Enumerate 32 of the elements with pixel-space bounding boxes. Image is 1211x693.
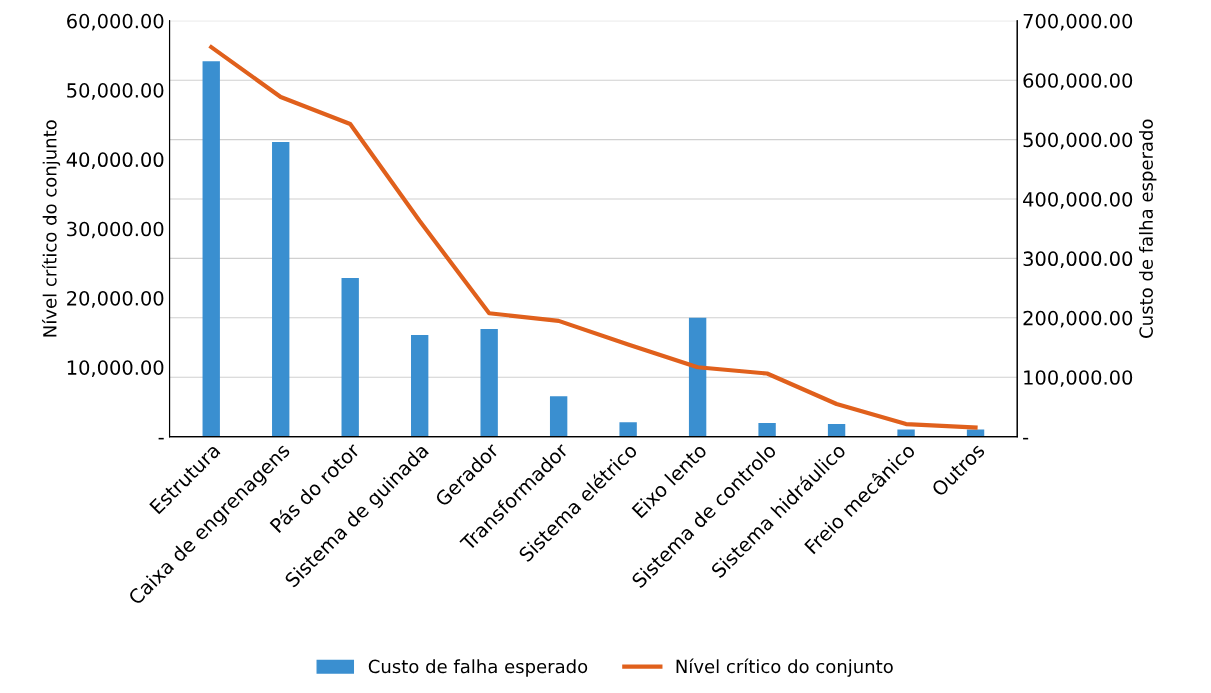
y2-tick-label: 300,000.00: [1023, 251, 1133, 269]
y-axis-title: Nível crítico do conjunto: [41, 120, 61, 337]
bar: [897, 429, 915, 437]
bar: [966, 429, 985, 437]
y2-tick-label: 200,000.00: [1023, 310, 1133, 328]
bar: [480, 329, 498, 437]
y-tick-label: 10,000.00: [67, 360, 164, 377]
legend-label: Custo de falha esperado: [368, 659, 588, 677]
bar: [341, 277, 359, 437]
bar: [549, 396, 568, 437]
bar: [688, 317, 707, 437]
bar: [758, 422, 776, 437]
bar: [619, 422, 637, 437]
bar: [272, 141, 290, 437]
y2-tick-label: -: [1023, 437, 1029, 440]
y-tick-label: 40,000.00: [66, 152, 164, 170]
y-tick-label: 60,000.00: [67, 13, 164, 31]
legend-label: Nível crítico do conjunto: [676, 658, 893, 677]
y2-tick-label: 700,000.00: [1023, 13, 1133, 31]
y-tick-label: 20,000.00: [67, 290, 164, 308]
y-tick-label: 50,000.00: [67, 83, 164, 100]
bar: [411, 335, 429, 437]
y2-tick-label: 400,000.00: [1023, 191, 1133, 209]
y2-axis-title: Custo de falha esperado: [1138, 119, 1157, 338]
y2-tick-label: 600,000.00: [1023, 73, 1133, 90]
y2-tick-label: 100,000.00: [1024, 370, 1133, 387]
y-tick-label: -: [158, 437, 164, 440]
bar: [827, 424, 846, 437]
y-tick-label: 30,000.00: [67, 221, 164, 239]
y2-tick-label: 500,000.00: [1023, 132, 1133, 150]
line-series: [209, 45, 978, 430]
bar: [202, 61, 220, 437]
